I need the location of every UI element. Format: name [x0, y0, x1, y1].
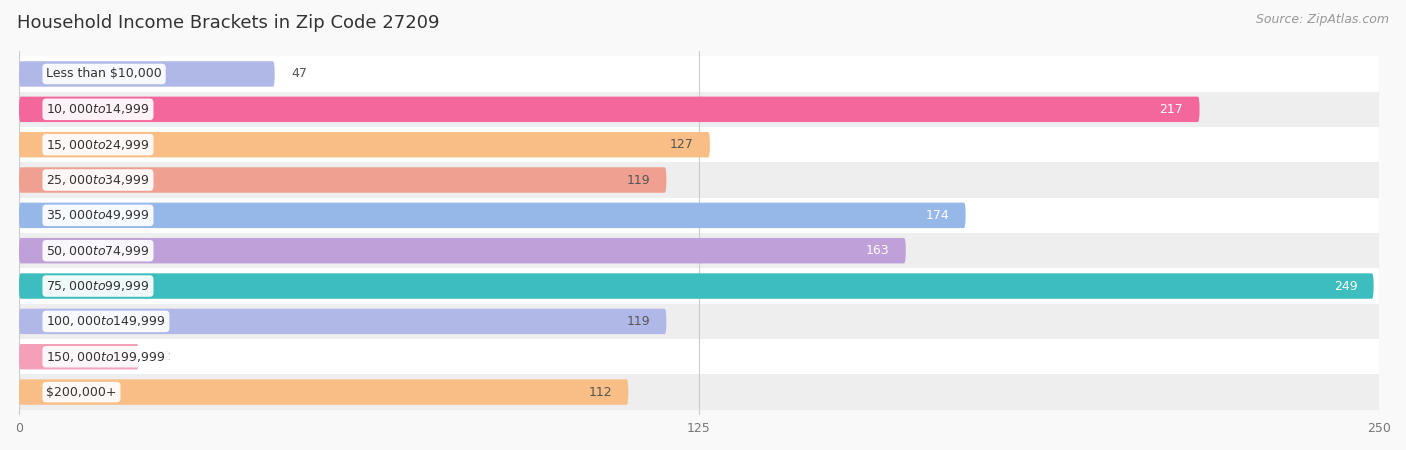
Text: 217: 217	[1160, 103, 1184, 116]
FancyBboxPatch shape	[20, 379, 628, 405]
Text: $75,000 to $99,999: $75,000 to $99,999	[46, 279, 149, 293]
Text: 22: 22	[155, 350, 170, 363]
Text: $200,000+: $200,000+	[46, 386, 117, 399]
FancyBboxPatch shape	[20, 132, 710, 158]
Text: Less than $10,000: Less than $10,000	[46, 68, 162, 81]
FancyBboxPatch shape	[20, 97, 1199, 122]
Text: 119: 119	[627, 315, 650, 328]
Text: $25,000 to $34,999: $25,000 to $34,999	[46, 173, 149, 187]
Text: $35,000 to $49,999: $35,000 to $49,999	[46, 208, 149, 222]
Text: Household Income Brackets in Zip Code 27209: Household Income Brackets in Zip Code 27…	[17, 14, 439, 32]
Text: 112: 112	[588, 386, 612, 399]
FancyBboxPatch shape	[20, 61, 274, 87]
Text: 249: 249	[1334, 279, 1357, 292]
Text: $150,000 to $199,999: $150,000 to $199,999	[46, 350, 166, 364]
FancyBboxPatch shape	[20, 339, 1379, 374]
FancyBboxPatch shape	[20, 233, 1379, 268]
Text: 127: 127	[669, 138, 693, 151]
FancyBboxPatch shape	[20, 238, 905, 263]
FancyBboxPatch shape	[20, 344, 139, 369]
FancyBboxPatch shape	[20, 304, 1379, 339]
Text: $15,000 to $24,999: $15,000 to $24,999	[46, 138, 149, 152]
Text: 163: 163	[866, 244, 890, 257]
Text: 47: 47	[291, 68, 307, 81]
FancyBboxPatch shape	[20, 198, 1379, 233]
Text: Source: ZipAtlas.com: Source: ZipAtlas.com	[1256, 14, 1389, 27]
FancyBboxPatch shape	[20, 309, 666, 334]
FancyBboxPatch shape	[20, 167, 666, 193]
FancyBboxPatch shape	[20, 162, 1379, 198]
FancyBboxPatch shape	[20, 56, 1379, 92]
FancyBboxPatch shape	[20, 268, 1379, 304]
FancyBboxPatch shape	[20, 273, 1374, 299]
FancyBboxPatch shape	[20, 374, 1379, 410]
Text: $10,000 to $14,999: $10,000 to $14,999	[46, 102, 149, 116]
FancyBboxPatch shape	[20, 127, 1379, 162]
Text: 119: 119	[627, 174, 650, 186]
FancyBboxPatch shape	[20, 202, 966, 228]
FancyBboxPatch shape	[20, 92, 1379, 127]
Text: $100,000 to $149,999: $100,000 to $149,999	[46, 315, 166, 328]
Text: 174: 174	[925, 209, 949, 222]
Text: $50,000 to $74,999: $50,000 to $74,999	[46, 244, 149, 258]
